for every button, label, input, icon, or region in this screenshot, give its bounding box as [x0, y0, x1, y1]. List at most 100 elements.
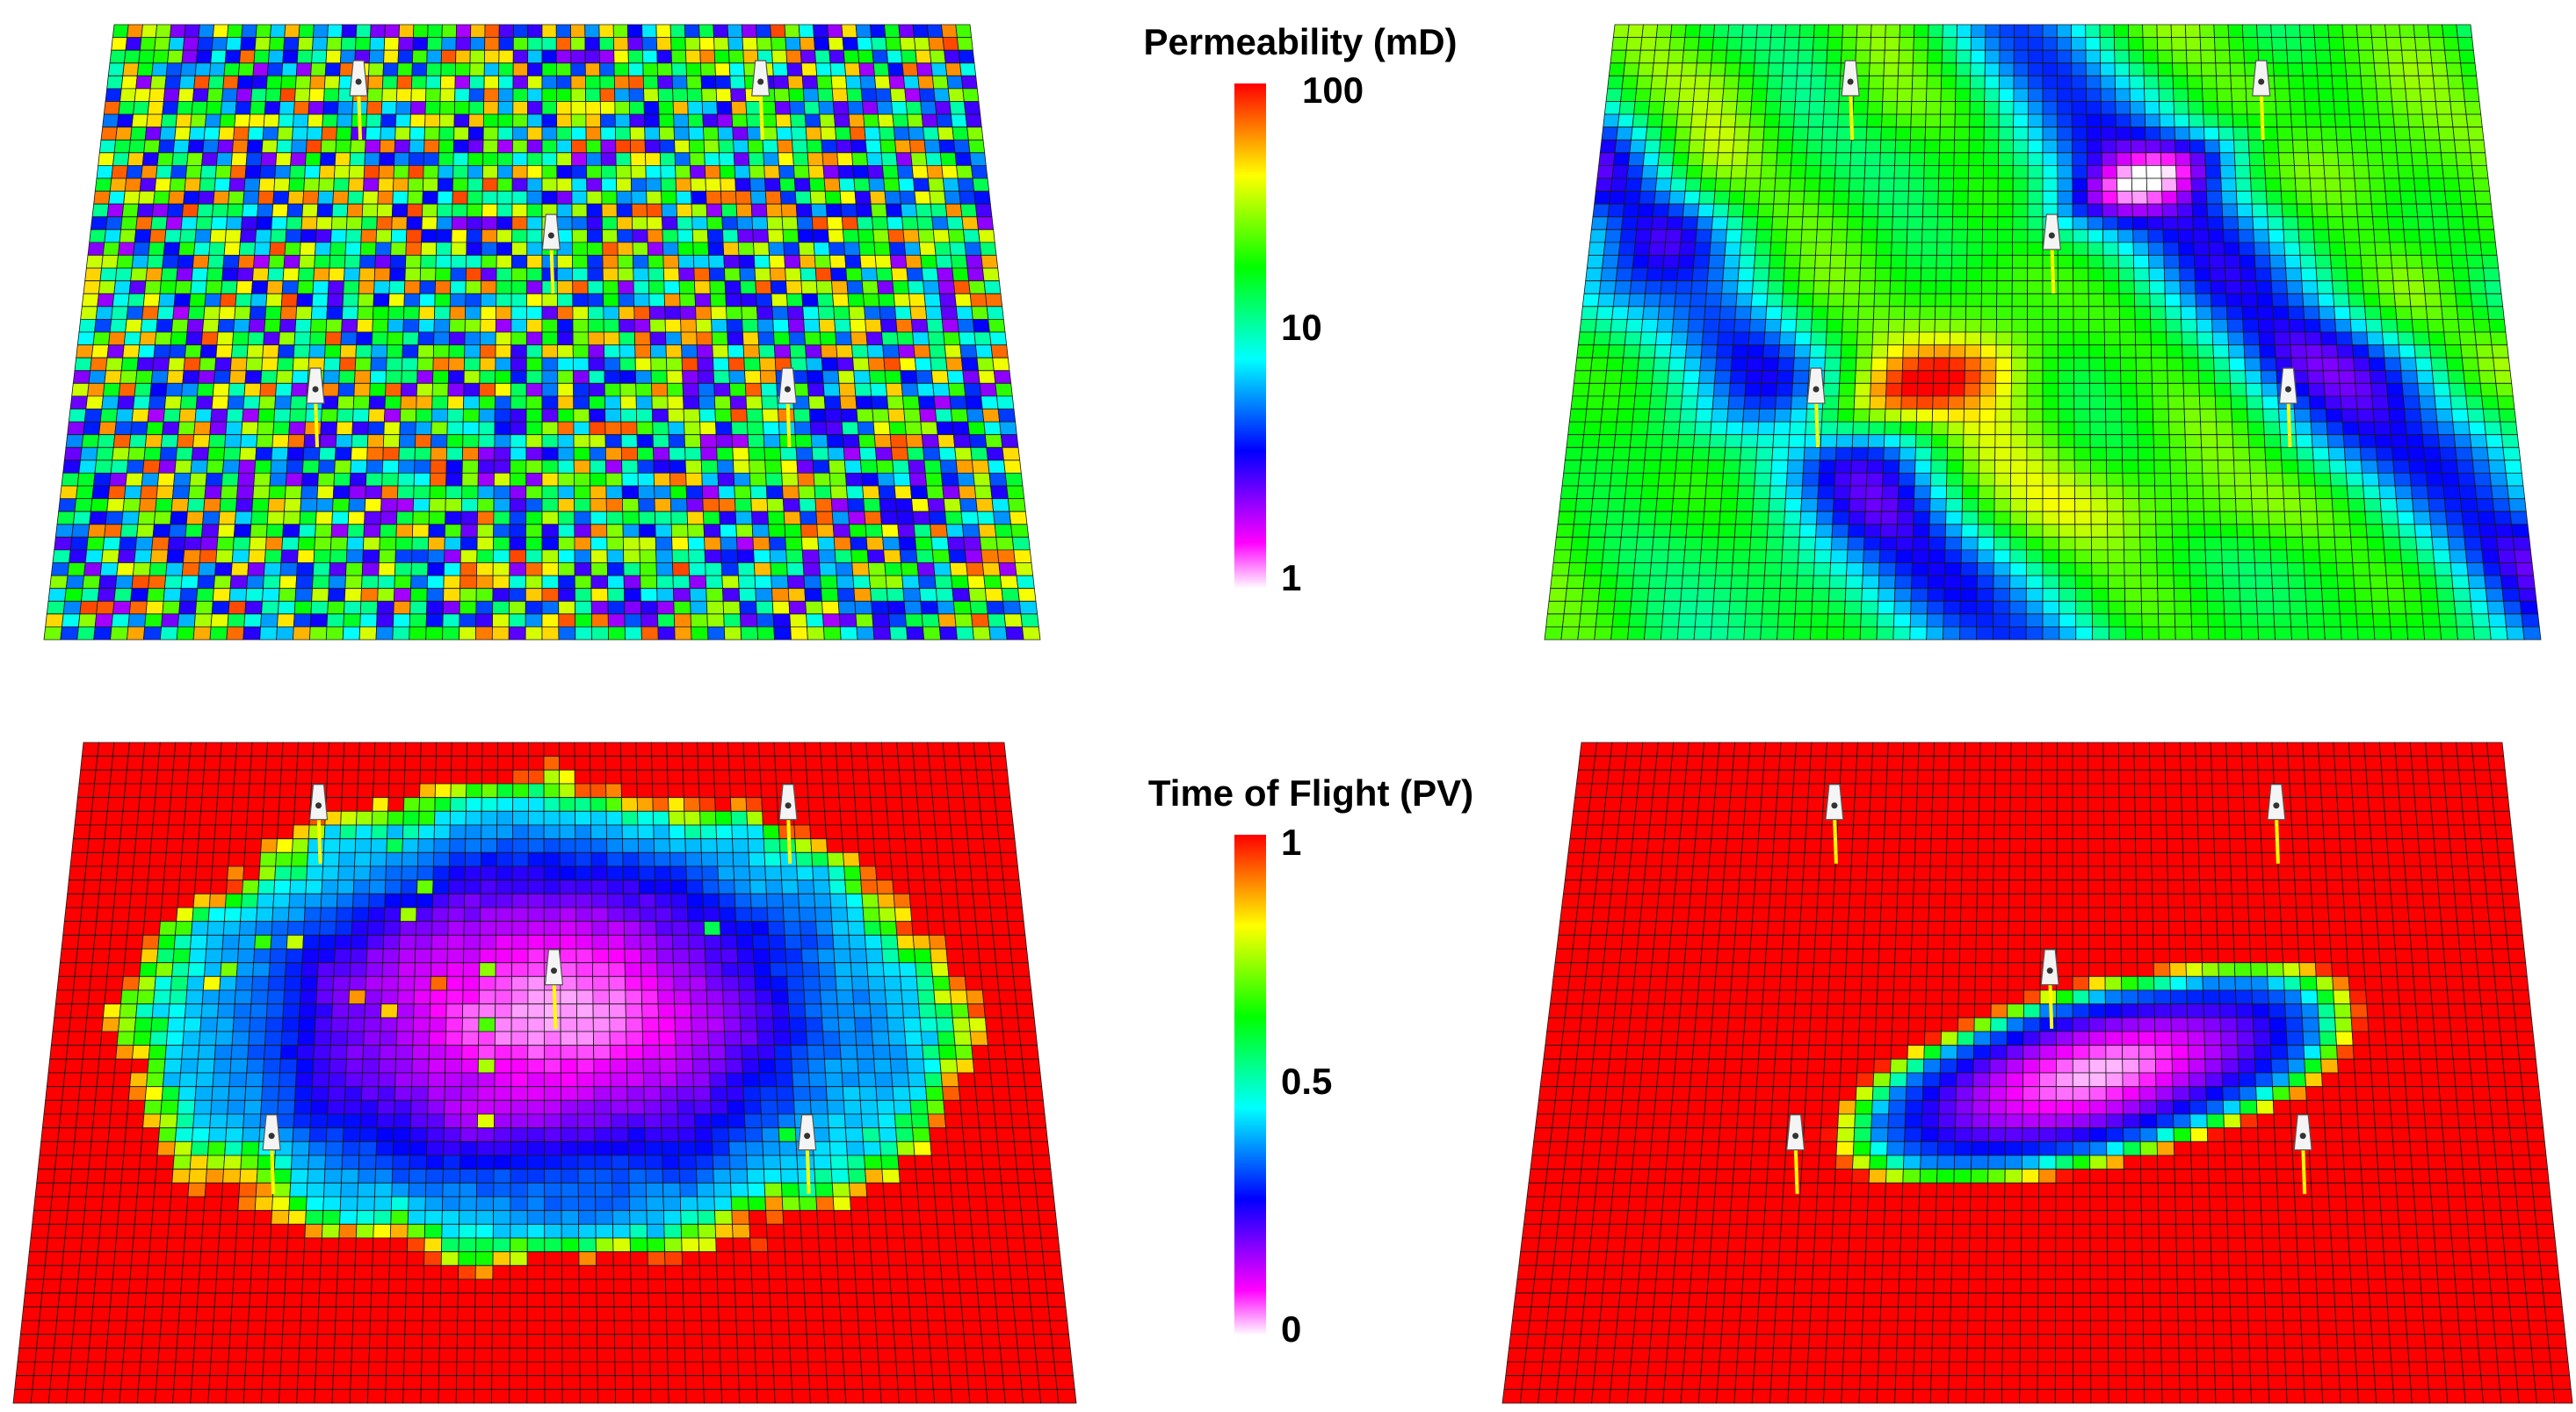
- grid-cell: [966, 575, 986, 590]
- grid-cell: [527, 75, 543, 90]
- grid-cell: [336, 113, 353, 128]
- grid-cell: [1910, 113, 1927, 128]
- grid-cell: [2420, 421, 2439, 436]
- grid-cell: [1768, 49, 1785, 64]
- grid-cell: [383, 409, 402, 423]
- grid-cell: [1712, 24, 1730, 38]
- grid-cell: [1010, 524, 1030, 538]
- grid-cell: [759, 370, 778, 384]
- grid-cell: [291, 382, 308, 397]
- grid-cell: [1758, 191, 1776, 205]
- grid-cell: [464, 344, 481, 358]
- grid-cell: [2227, 331, 2245, 346]
- grid-cell: [1618, 242, 1636, 256]
- grid-cell: [1805, 421, 1823, 436]
- grid-cell: [2117, 191, 2133, 205]
- grid-cell: [494, 434, 511, 448]
- grid-cell: [381, 473, 399, 487]
- grid-cell: [432, 344, 450, 358]
- grid-cell: [2489, 331, 2508, 346]
- grid-cell: [2497, 395, 2515, 409]
- grid-cell: [1835, 434, 1854, 448]
- grid-cell: [2319, 318, 2337, 333]
- grid-cell: [2042, 357, 2059, 372]
- grid-cell: [374, 255, 392, 269]
- grid-cell: [173, 473, 192, 487]
- grid-cell: [2071, 75, 2087, 90]
- grid-cell: [762, 421, 780, 436]
- grid-cell: [894, 498, 914, 512]
- grid-cell: [751, 216, 769, 230]
- grid-cell: [987, 460, 1006, 474]
- grid-cell: [669, 24, 686, 38]
- grid-cell: [292, 127, 308, 141]
- grid-cell: [1711, 216, 1729, 230]
- grid-cell: [2099, 49, 2116, 64]
- grid-cell: [787, 318, 806, 333]
- grid-cell: [837, 600, 857, 615]
- grid-cell: [367, 421, 385, 436]
- grid-cell: [763, 164, 780, 179]
- grid-cell: [886, 588, 905, 602]
- grid-cell: [2452, 127, 2470, 141]
- grid-cell: [1664, 395, 1683, 409]
- grid-cell: [949, 562, 968, 576]
- grid-cell: [215, 152, 233, 166]
- grid-cell: [2434, 88, 2451, 102]
- grid-cell: [932, 382, 951, 397]
- grid-cell: [923, 139, 941, 154]
- grid-cell: [2117, 255, 2135, 269]
- grid-cell: [2214, 382, 2232, 397]
- grid-cell: [227, 395, 245, 409]
- grid-cell: [556, 88, 572, 102]
- grid-cell: [2358, 228, 2376, 243]
- grid-cell: [209, 228, 227, 243]
- grid-cell: [1643, 293, 1661, 308]
- grid-cell: [279, 575, 298, 590]
- grid-cell: [2254, 242, 2270, 256]
- grid-cell: [261, 600, 279, 615]
- grid-cell: [541, 152, 558, 166]
- grid-cell: [1865, 139, 1882, 154]
- grid-cell: [2189, 164, 2207, 179]
- grid-cell: [541, 421, 559, 436]
- grid-cell: [2298, 242, 2316, 256]
- grid-cell: [541, 49, 557, 64]
- grid-cell: [1869, 409, 1886, 423]
- grid-cell: [1863, 164, 1881, 179]
- grid-cell: [915, 370, 934, 384]
- grid-cell: [2167, 409, 2186, 423]
- grid-cell: [1607, 75, 1624, 90]
- wellhead-icon: [349, 60, 368, 97]
- grid-cell: [355, 37, 371, 51]
- grid-cell: [2389, 421, 2407, 436]
- grid-cell: [2448, 88, 2465, 102]
- grid-cell: [647, 228, 663, 243]
- grid-cell: [1610, 318, 1628, 333]
- grid-cell: [2132, 242, 2150, 256]
- grid-cell: [127, 613, 147, 627]
- grid-cell: [1863, 177, 1880, 192]
- grid-cell: [954, 293, 973, 308]
- grid-cell: [2353, 164, 2370, 179]
- grid-cell: [395, 510, 414, 525]
- grid-cell: [149, 75, 167, 90]
- grid-cell: [125, 473, 144, 487]
- grid-cell: [2285, 37, 2302, 51]
- grid-cell: [397, 473, 416, 487]
- grid-cell: [145, 267, 163, 282]
- grid-cell: [846, 280, 864, 294]
- grid-cell: [2305, 344, 2323, 358]
- grid-cell: [2177, 228, 2195, 243]
- grid-cell: [1628, 446, 1646, 461]
- grid-cell: [191, 101, 208, 115]
- grid-cell: [431, 409, 449, 423]
- grid-cell: [1949, 331, 1966, 346]
- grid-cell: [1634, 88, 1652, 102]
- grid-cell: [83, 280, 101, 294]
- grid-cell: [2280, 446, 2298, 461]
- grid-cell: [90, 216, 108, 230]
- grid-cell: [2176, 203, 2194, 218]
- grid-cell: [372, 306, 389, 320]
- grid-cell: [651, 395, 669, 409]
